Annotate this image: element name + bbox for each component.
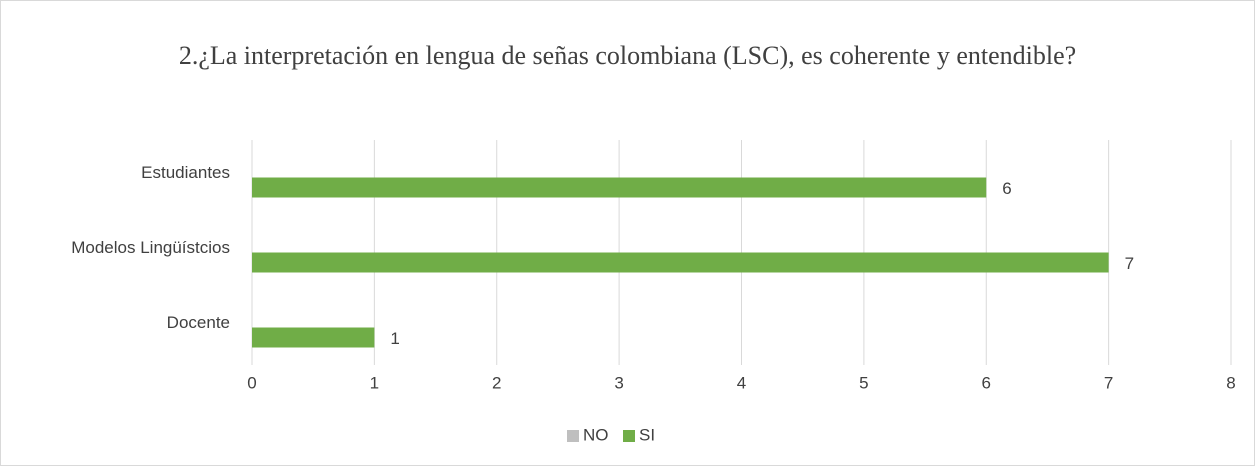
legend-swatch [623, 430, 635, 442]
x-tick-label: 4 [737, 373, 746, 392]
legend-label: SI [639, 425, 655, 444]
x-tick-label: 6 [982, 373, 991, 392]
data-label: 1 [390, 329, 399, 348]
chart-title: 2.¿La interpretación en lengua de señas … [178, 41, 1077, 70]
x-tick-label: 8 [1226, 373, 1235, 392]
legend-swatch [567, 430, 579, 442]
y-tick-label: Docente [167, 313, 230, 332]
x-tick-label: 0 [247, 373, 256, 392]
bar [252, 177, 987, 198]
x-tick-label: 2 [492, 373, 501, 392]
bar [252, 327, 375, 348]
data-label: 6 [1002, 179, 1011, 198]
x-tick-label: 7 [1104, 373, 1113, 392]
data-label: 7 [1125, 254, 1134, 273]
y-tick-label: Modelos Lingüístcios [71, 238, 230, 257]
y-tick-label: Estudiantes [141, 163, 230, 182]
legend-label: NO [583, 425, 609, 444]
bar [252, 252, 1109, 273]
x-tick-label: 5 [859, 373, 868, 392]
x-tick-label: 3 [614, 373, 623, 392]
x-tick-label: 1 [370, 373, 379, 392]
